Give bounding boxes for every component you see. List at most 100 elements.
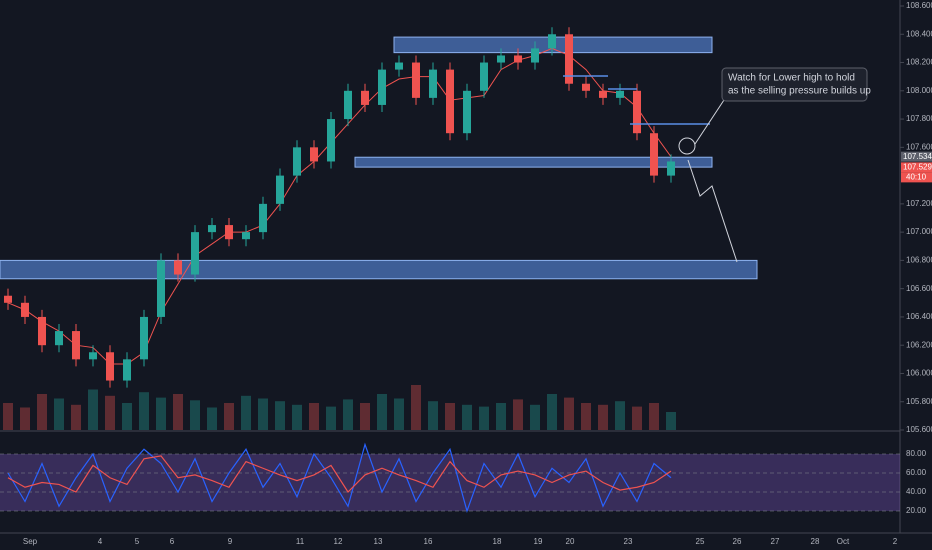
volume-bar — [360, 403, 370, 430]
volume-bar — [479, 406, 489, 430]
volume-bar — [275, 401, 285, 430]
volume-bar — [615, 401, 625, 430]
x-tick-label: 13 — [374, 537, 383, 546]
highlight-circle — [678, 137, 696, 155]
candle-body — [72, 331, 80, 360]
candle-body — [89, 352, 97, 360]
candle-body — [548, 34, 556, 49]
price-tag-label: 107.529 — [903, 162, 932, 171]
y-tick-label: 105.600 — [906, 425, 932, 434]
candle-body — [429, 69, 437, 98]
candle-body — [599, 90, 607, 98]
candle-body — [259, 203, 267, 233]
volume-bar — [88, 389, 98, 430]
volume-bar — [581, 403, 591, 430]
countdown-tag — [901, 172, 932, 183]
volume-bar — [343, 399, 353, 430]
candle-body — [446, 69, 454, 134]
candle-body — [633, 90, 641, 134]
annotation-box — [721, 67, 868, 102]
candle-body — [650, 133, 658, 176]
volume-bar — [632, 406, 642, 430]
candle-body — [327, 119, 335, 162]
moving-average — [7, 47, 672, 365]
osc-tick-label: 20.00 — [906, 506, 927, 515]
volume-bar — [513, 399, 523, 430]
volume-bar — [598, 404, 608, 430]
osc-line — [7, 442, 672, 513]
volume-bar — [139, 392, 149, 430]
volume-bar — [71, 404, 81, 430]
volume-bar — [445, 403, 455, 430]
volume-bar — [649, 403, 659, 430]
zone — [354, 156, 713, 168]
y-tick-label: 108.400 — [906, 29, 932, 38]
volume-bar — [173, 394, 183, 430]
oscillator-band — [0, 454, 900, 511]
price-tag-label: 107.534 — [903, 152, 932, 161]
volume-bar — [530, 404, 540, 430]
y-tick-label: 107.000 — [906, 227, 932, 236]
y-tick-label: 108.000 — [906, 86, 932, 95]
volume-bar — [462, 404, 472, 430]
osc-tick-label: 40.00 — [906, 487, 927, 496]
candle-body — [140, 316, 148, 360]
volume-bar — [156, 397, 166, 430]
x-tick-label: 20 — [566, 537, 575, 546]
x-tick-label: 25 — [696, 537, 705, 546]
x-tick-label: 6 — [170, 537, 175, 546]
candle-body — [514, 55, 522, 63]
volume-bar — [224, 403, 234, 430]
x-tick-label: 28 — [811, 537, 820, 546]
candle-body — [293, 147, 301, 176]
x-tick-label: 11 — [296, 537, 305, 546]
x-tick-label: 12 — [334, 537, 343, 546]
volume-bar — [292, 404, 302, 430]
candle-body — [361, 90, 369, 105]
candle-body — [174, 260, 182, 275]
callout-line — [694, 99, 725, 145]
candle-body — [38, 316, 46, 346]
annotation-text: Watch for Lower high to hold — [728, 73, 855, 84]
candle-body — [667, 161, 675, 176]
candle-body — [395, 62, 403, 70]
y-tick-label: 106.800 — [906, 256, 932, 265]
x-tick-label: 26 — [733, 537, 742, 546]
volume-bar — [122, 403, 132, 430]
volume-bar — [258, 398, 268, 430]
volume-bar — [547, 394, 557, 430]
countdown-label: 40:10 — [906, 172, 927, 181]
candle-body — [157, 260, 165, 317]
candle-body — [310, 147, 318, 162]
y-tick-label: 106.200 — [906, 340, 932, 349]
candle-body — [242, 232, 250, 240]
volume-bar — [496, 403, 506, 430]
zone — [0, 259, 758, 280]
volume-bar — [54, 398, 64, 430]
volume-bar — [411, 385, 421, 430]
candle-body — [616, 90, 624, 98]
volume-bar — [190, 400, 200, 430]
x-tick-label: 27 — [771, 537, 780, 546]
price-tag — [901, 151, 932, 162]
x-tick-label: 19 — [534, 537, 543, 546]
x-tick-label: 4 — [98, 537, 103, 546]
candle-body — [21, 302, 29, 317]
price-tag — [901, 162, 932, 173]
osc-tick-label: 80.00 — [906, 449, 927, 458]
candle-body — [497, 55, 505, 63]
x-tick-label: 9 — [228, 537, 233, 546]
candle-body — [412, 62, 420, 98]
candle-body — [276, 175, 284, 204]
x-tick-label: Sep — [23, 537, 38, 546]
volume-bar — [20, 407, 30, 430]
candle-body — [463, 90, 471, 134]
x-tick-label: 5 — [135, 537, 140, 546]
candle-body — [106, 352, 114, 381]
volume-bar — [241, 395, 251, 430]
candle-body — [191, 232, 199, 275]
y-tick-label: 105.800 — [906, 397, 932, 406]
volume-bar — [377, 394, 387, 430]
candle-body — [531, 48, 539, 63]
